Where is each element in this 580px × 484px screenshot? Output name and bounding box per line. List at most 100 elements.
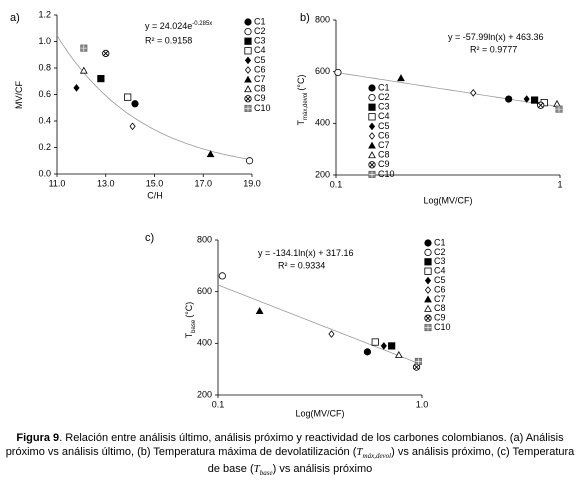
marker-shape (73, 84, 80, 92)
marker (555, 105, 563, 113)
legend-marker (368, 84, 376, 92)
legend-label: C2 (254, 26, 266, 36)
x-tick-label: 0.1 (212, 399, 225, 409)
legend-marker (424, 295, 432, 303)
legend-marker (424, 248, 432, 256)
equation-text: y = 24.024e (145, 21, 192, 31)
marker-shape (368, 122, 376, 131)
marker (97, 75, 105, 83)
legend-marker (424, 258, 432, 266)
marker (73, 84, 80, 92)
legend-label: C8 (378, 150, 390, 160)
marker (505, 95, 513, 103)
marker-shape (368, 132, 376, 140)
y-tick-label: 1.2 (38, 9, 51, 19)
r-squared: R² = 0.9334 (278, 260, 325, 270)
x-tick-label: 1.0 (416, 399, 429, 409)
marker-shape (523, 95, 530, 103)
y-tick-label: 0.0 (38, 168, 51, 178)
marker-shape (424, 286, 432, 294)
marker-shape (255, 307, 264, 315)
legend-marker (424, 286, 432, 294)
legend-label: C4 (254, 45, 266, 55)
equation-text: y = -57.99ln(x) + 463.36 (448, 32, 544, 42)
marker-shape (424, 324, 432, 331)
y-tick-label: 0.4 (38, 115, 51, 125)
caption-label: Figura 9 (16, 432, 60, 444)
legend-label: C1 (378, 82, 390, 92)
marker-shape (218, 272, 226, 280)
x-tick-label: 19.0 (243, 178, 261, 188)
marker-shape (388, 342, 396, 350)
y-tick-label: 1.0 (38, 36, 51, 46)
y-axis-title-sub: base (191, 319, 197, 333)
marker (530, 96, 539, 104)
marker-shape (244, 105, 252, 112)
marker-shape (244, 66, 252, 74)
y-tick-label: 0.2 (38, 142, 51, 152)
marker-shape (80, 44, 88, 52)
legend-marker (368, 94, 376, 102)
panel-label: b) (300, 12, 310, 24)
y-tick-label: 200 (197, 389, 212, 399)
marker-shape (371, 338, 379, 346)
caption-subscript: máx,devol (363, 452, 392, 460)
marker-shape (425, 315, 431, 321)
x-axis-title: Log(MV/CF) (295, 408, 344, 418)
legend-marker (244, 27, 252, 36)
legend-label: C3 (378, 102, 390, 112)
marker (380, 342, 387, 350)
marker-shape (538, 102, 544, 108)
marker-shape (368, 141, 376, 149)
y-axis-title-unit: (°C) (184, 302, 194, 318)
marker-shape (244, 37, 252, 45)
legend-label: C4 (378, 111, 390, 121)
marker-shape (244, 75, 252, 83)
legend-marker (244, 104, 252, 112)
y-axis-title-text: MV/CF (14, 81, 24, 110)
marker-shape (397, 74, 405, 82)
y-axis-title: Tmáx,devol (°C) (296, 75, 308, 126)
r-squared: R² = 0.9158 (145, 35, 192, 45)
legend-label: C10 (254, 103, 271, 113)
equation-exponent: -0.285x (192, 21, 212, 27)
y-tick-label: 600 (197, 286, 212, 296)
legend-label: C7 (378, 140, 390, 150)
marker-shape (334, 68, 342, 77)
x-axis-title: Log(MV/CF) (423, 195, 472, 205)
caption-symbol: T (253, 463, 260, 476)
marker-shape (328, 330, 335, 338)
marker (371, 338, 379, 346)
marker-shape (363, 348, 372, 356)
panel-label: a) (10, 12, 20, 24)
marker-shape (368, 151, 376, 159)
marker-shape (424, 258, 432, 266)
legend-label: C8 (254, 84, 266, 94)
marker (414, 357, 422, 365)
marker (129, 122, 136, 131)
marker-shape (244, 56, 252, 65)
marker-shape (97, 75, 105, 83)
marker-shape (424, 295, 432, 303)
caption-symbol: T (356, 445, 363, 458)
marker-shape (505, 95, 513, 103)
legend-marker (244, 37, 252, 45)
marker-shape (555, 105, 563, 113)
marker (394, 350, 403, 358)
marker (218, 272, 226, 280)
marker (537, 101, 545, 109)
legend-marker (244, 18, 252, 26)
legend-label: C10 (378, 169, 395, 179)
caption-text: . Relación entre análisis último, anális… (5, 432, 564, 458)
legend-label: C7 (254, 74, 266, 84)
marker-shape (413, 364, 420, 370)
y-axis-title: MV/CF (14, 81, 24, 110)
legend-marker (368, 151, 376, 159)
legend-label: C4 (434, 266, 446, 276)
equation-text: y = -134.1ln(x) + 317.16 (258, 248, 354, 258)
legend-label: C8 (434, 303, 446, 313)
marker-shape (424, 276, 432, 285)
y-tick-label: 0.6 (38, 89, 51, 99)
marker-shape (368, 84, 376, 92)
